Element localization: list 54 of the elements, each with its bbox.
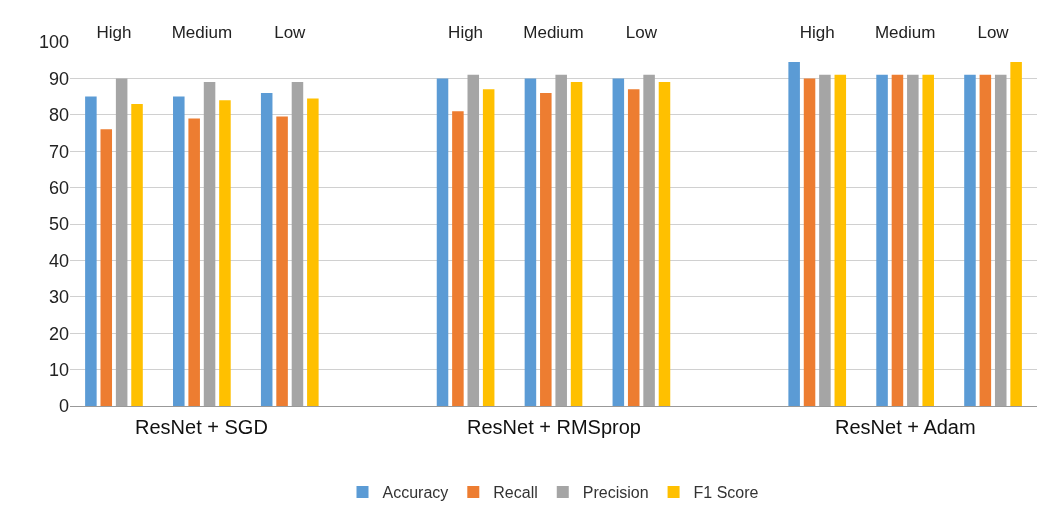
- bar: [834, 74, 847, 406]
- bar: [276, 116, 288, 406]
- y-tick-label: 100: [38, 32, 69, 53]
- bar: [452, 111, 464, 406]
- y-tick-label: 80: [48, 105, 69, 126]
- y-tick-label: 60: [48, 177, 69, 198]
- bar: [173, 96, 185, 406]
- y-tick-label: 30: [48, 287, 69, 308]
- bar: [922, 74, 934, 406]
- bar: [803, 78, 816, 406]
- legend-label: Accuracy: [382, 484, 449, 502]
- bar: [260, 92, 273, 406]
- bar: [891, 74, 904, 406]
- legend-label: Recall: [493, 484, 538, 502]
- bar: [627, 89, 640, 406]
- x-tick-label: Medium: [523, 22, 584, 42]
- x-tick-label: Medium: [874, 22, 936, 42]
- text: ResNet + SGD: [135, 416, 268, 438]
- x-tick-label: High: [799, 22, 835, 42]
- bar: [307, 98, 319, 406]
- y-tick-label: 10: [48, 359, 69, 380]
- x-tick-label: High: [96, 22, 132, 42]
- y-tick-label: 50: [48, 214, 69, 235]
- bar: [482, 89, 495, 406]
- bar: [1010, 62, 1022, 406]
- legend-label: Precision: [582, 484, 649, 502]
- x-tick-label: Low: [977, 22, 1010, 42]
- bar: [612, 78, 625, 406]
- y-tick-label: 90: [48, 68, 69, 89]
- bar: [964, 74, 976, 406]
- x-tick-label: High: [448, 22, 484, 42]
- bar: [219, 100, 231, 406]
- bar: [876, 74, 888, 406]
- y-tick-label: 20: [48, 323, 69, 344]
- bar: [979, 74, 992, 406]
- legend-label: F1 Score: [693, 484, 759, 502]
- x-tick-label: Low: [274, 22, 307, 42]
- bar: [524, 78, 537, 406]
- x-tick-label: Low: [625, 22, 658, 42]
- bar: [188, 118, 200, 406]
- bar: [131, 103, 143, 406]
- bar: [436, 78, 449, 406]
- bar: [540, 92, 552, 406]
- bar: [85, 96, 97, 406]
- y-tick-label: 70: [48, 141, 69, 162]
- y-tick-label: 0: [58, 396, 69, 417]
- text: ResNet + Adam: [835, 416, 976, 438]
- bar: [100, 129, 113, 406]
- bar: [788, 62, 800, 406]
- bar: [570, 82, 583, 406]
- y-tick-label: 40: [48, 250, 69, 271]
- x-tick-label: Medium: [171, 22, 233, 42]
- bar: [658, 82, 671, 406]
- text: ResNet + RMSprop: [467, 416, 641, 438]
